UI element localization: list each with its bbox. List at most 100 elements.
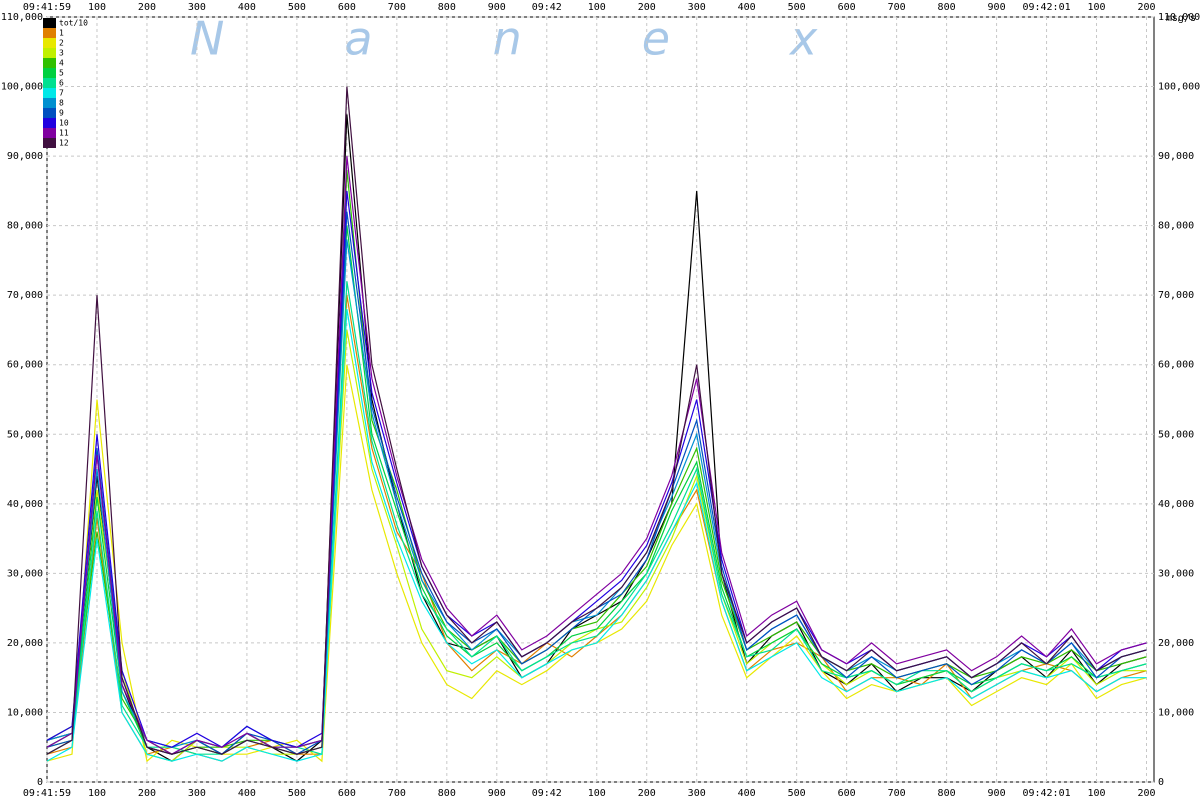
x-tick-label-top: 900 [988, 2, 1006, 13]
x-tick-label: 800 [438, 788, 456, 799]
x-tick-label: 400 [738, 788, 756, 799]
y-tick-label-right: 20,000 [1158, 638, 1194, 649]
x-tick-label: 100 [1087, 788, 1105, 799]
legend-label: 8 [59, 99, 64, 108]
x-tick-label-top: 800 [938, 2, 956, 13]
x-tick-label-top: 800 [438, 2, 456, 13]
legend-swatch [43, 78, 56, 88]
series-line [46, 86, 1147, 755]
y-tick-label-right: 40,000 [1158, 499, 1194, 510]
legend-swatch [43, 18, 56, 28]
y-tick-label: 50,000 [7, 429, 43, 440]
x-tick-label: 500 [788, 788, 806, 799]
legend-swatch [43, 118, 56, 128]
x-tick-label-top: 100 [88, 2, 106, 13]
legend-swatch [43, 48, 56, 58]
y-tick-label: 100,000 [1, 82, 43, 93]
x-tick-label: 400 [238, 788, 256, 799]
x-tick-label-top: 09:42:01 [1022, 2, 1070, 13]
x-tick-label: 300 [688, 788, 706, 799]
x-tick-label: 700 [888, 788, 906, 799]
y-tick-label: 0 [37, 777, 43, 788]
legend-label: 9 [59, 109, 64, 118]
y-tick-label-right: 0 [1158, 777, 1164, 788]
legend-swatch [43, 58, 56, 68]
x-tick-label: 700 [388, 788, 406, 799]
y-tick-label: 30,000 [7, 568, 43, 579]
legend-label: 7 [59, 89, 64, 98]
legend-swatch [43, 28, 56, 38]
x-tick-label: 600 [338, 788, 356, 799]
y-tick-label: 10,000 [7, 707, 43, 718]
x-tick-label: 800 [938, 788, 956, 799]
series-line [46, 309, 1147, 762]
grid [46, 16, 1154, 783]
x-tick-label-top: 900 [488, 2, 506, 13]
x-tick-label-top: 300 [188, 2, 206, 13]
y-tick-label-right: 90,000 [1158, 151, 1194, 162]
y-tick-label-right: 50,000 [1158, 429, 1194, 440]
x-tick-label-top: 700 [388, 2, 406, 13]
y-tick-label-right: 10,000 [1158, 707, 1194, 718]
y-tick-label-right: 110,000 [1158, 12, 1200, 23]
y-tick-label-right: 100,000 [1158, 82, 1200, 93]
legend-label: 3 [59, 49, 64, 58]
x-tick-label-top: 300 [688, 2, 706, 13]
y-tick-label: 40,000 [7, 499, 43, 510]
x-tick-label-top: 200 [638, 2, 656, 13]
y-tick-label-right: 70,000 [1158, 290, 1194, 301]
x-tick-label: 300 [188, 788, 206, 799]
lines [46, 86, 1147, 763]
x-tick-label-top: 600 [338, 2, 356, 13]
y-tick-label: 110,000 [1, 12, 43, 23]
x-tick-label: 100 [88, 788, 106, 799]
legend-swatch [43, 68, 56, 78]
y-tick-label-right: 30,000 [1158, 568, 1194, 579]
x-tick-label: 100 [588, 788, 606, 799]
x-tick-label: 200 [1137, 788, 1155, 799]
legend-label: 12 [59, 139, 69, 148]
watermark: Nanex [190, 12, 937, 66]
legend-swatch [43, 128, 56, 138]
x-tick-label-top: 500 [788, 2, 806, 13]
legend-label: 2 [59, 39, 64, 48]
x-tick-label-top: 600 [838, 2, 856, 13]
y-tick-label: 90,000 [7, 151, 43, 162]
legend-label: 1 [59, 29, 64, 38]
x-tick-label-top: 09:42 [532, 2, 562, 13]
series-line [46, 156, 1147, 755]
legend-swatch [43, 88, 56, 98]
x-tick-label-top: 400 [738, 2, 756, 13]
y-tick-label: 80,000 [7, 221, 43, 232]
legend-swatch [43, 38, 56, 48]
plot-frame [46, 16, 1155, 783]
x-tick-label: 500 [288, 788, 306, 799]
x-tick-label-top: 100 [1087, 2, 1105, 13]
series-line [46, 169, 1147, 755]
x-tick-label-top: 200 [1137, 2, 1155, 13]
x-tick-label: 600 [838, 788, 856, 799]
y-tick-label-right: 60,000 [1158, 360, 1194, 371]
x-tick-label: 09:42:01 [1022, 788, 1070, 799]
x-tick-label: 900 [988, 788, 1006, 799]
y-tick-label: 60,000 [7, 360, 43, 371]
x-tick-label-top: 700 [888, 2, 906, 13]
legend-swatch [43, 138, 56, 148]
x-tick-label: 200 [138, 788, 156, 799]
x-tick-label-top: 09:41:59 [23, 2, 71, 13]
legend-label: 5 [59, 69, 64, 78]
x-tick-label: 200 [638, 788, 656, 799]
x-tick-label-top: 500 [288, 2, 306, 13]
x-tick-label-top: 100 [588, 2, 606, 13]
y-axis-label: msg/s [1166, 13, 1196, 24]
y-tick-label-right: 80,000 [1158, 221, 1194, 232]
legend-label: 10 [59, 119, 69, 128]
legend-label: 11 [59, 129, 69, 138]
legend-swatch [43, 98, 56, 108]
x-tick-label-top: 200 [138, 2, 156, 13]
x-tick-label: 900 [488, 788, 506, 799]
x-tick-label: 09:41:59 [23, 788, 71, 799]
x-tick-label: 09:42 [532, 788, 562, 799]
